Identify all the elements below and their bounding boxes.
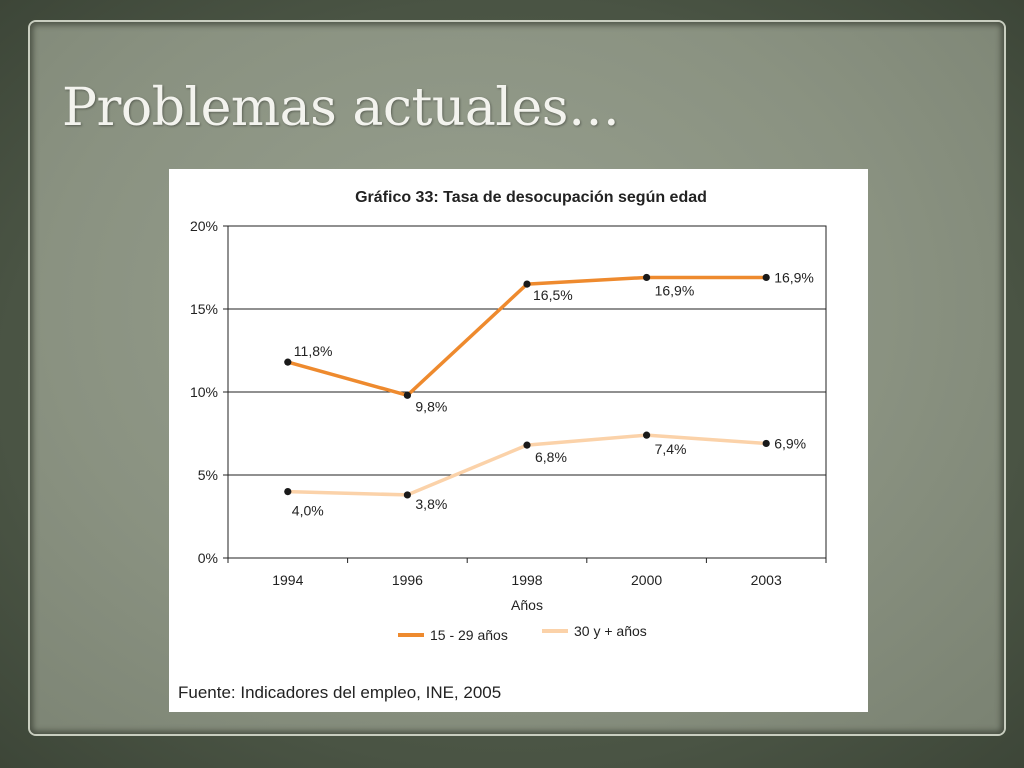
series-lines xyxy=(286,275,768,497)
x-tick-label: 2003 xyxy=(751,572,782,588)
data-point xyxy=(284,488,292,496)
data-point xyxy=(284,358,292,366)
y-tick-label: 0% xyxy=(198,550,218,566)
y-axis-ticks: 0% 5% 10% 15% 20% xyxy=(190,218,228,566)
data-label: 9,8% xyxy=(415,398,447,414)
legend: 15 - 29 años 30 y + años xyxy=(398,623,647,643)
chart-container: Gráfico 33: Tasa de desocupación según e… xyxy=(169,169,868,712)
data-points xyxy=(284,273,770,499)
series-line xyxy=(286,275,768,398)
line-chart: Gráfico 33: Tasa de desocupación según e… xyxy=(178,189,827,702)
y-tick-label: 10% xyxy=(190,384,218,400)
data-label: 16,5% xyxy=(533,287,573,303)
x-tick-label: 1994 xyxy=(272,572,303,588)
data-label: 7,4% xyxy=(655,441,687,457)
source-note: Fuente: Indicadores del empleo, INE, 200… xyxy=(178,683,501,702)
data-point xyxy=(762,273,770,282)
data-point xyxy=(643,273,651,282)
data-point xyxy=(403,391,411,399)
x-axis-ticks: 1994 1996 1998 2000 2003 xyxy=(227,558,827,588)
y-tick-label: 20% xyxy=(190,218,218,234)
data-point xyxy=(523,280,531,288)
data-point xyxy=(523,441,531,449)
data-label: 16,9% xyxy=(774,269,814,285)
data-point xyxy=(403,491,411,499)
data-label: 16,9% xyxy=(655,282,695,298)
data-label: 4,0% xyxy=(292,503,324,519)
data-label: 6,9% xyxy=(774,435,806,451)
data-label: 3,8% xyxy=(415,496,447,512)
x-axis-label: Años xyxy=(511,597,543,613)
y-tick-label: 15% xyxy=(190,301,218,317)
slide-title: Problemas actuales… xyxy=(62,78,620,138)
data-point xyxy=(762,439,770,448)
x-tick-label: 1998 xyxy=(511,572,542,588)
chart-title: Gráfico 33: Tasa de desocupación según e… xyxy=(355,189,707,206)
x-tick-label: 2000 xyxy=(631,572,662,588)
x-tick-label: 1996 xyxy=(392,572,423,588)
legend-label: 15 - 29 años xyxy=(430,627,508,643)
y-tick-label: 5% xyxy=(198,467,218,483)
data-label: 6,8% xyxy=(535,449,567,465)
data-point xyxy=(643,431,651,439)
legend-label: 30 y + años xyxy=(574,623,647,639)
data-labels: 11,8% 9,8% 16,5% 16,9% 16,9% 4,0% 3,8% 6,8% 7,4%… xyxy=(292,269,814,518)
data-label: 11,8% xyxy=(294,343,333,359)
